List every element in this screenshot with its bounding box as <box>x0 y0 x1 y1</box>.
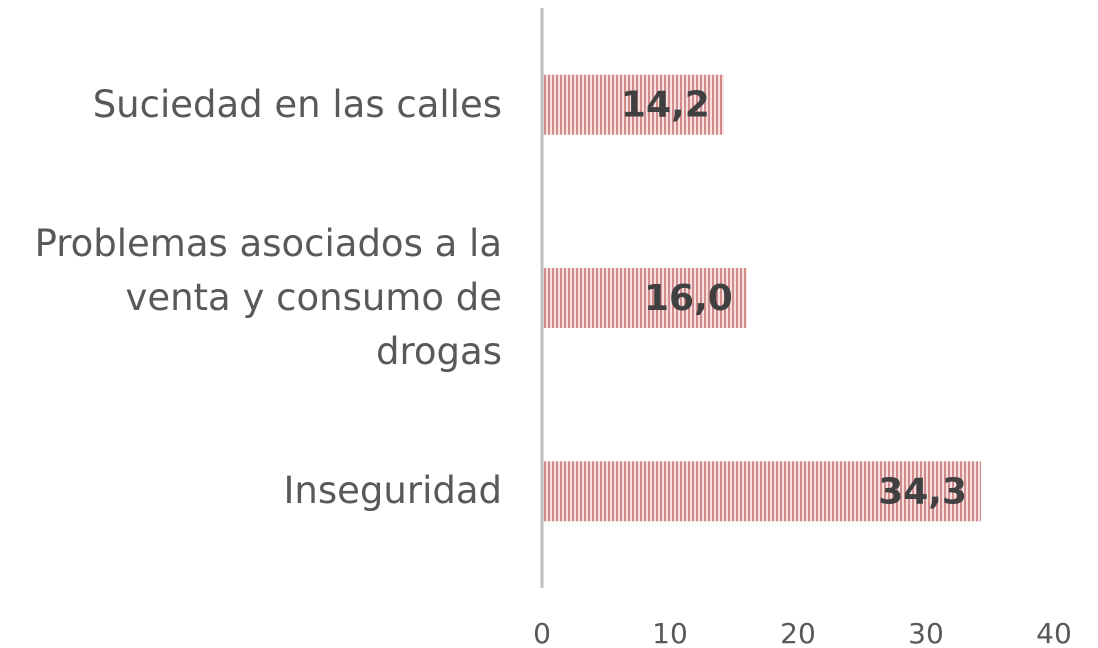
x-tick-label: 10 <box>652 617 688 648</box>
bar <box>542 268 747 328</box>
data-label: 34,3 <box>878 471 967 512</box>
data-label: 16,0 <box>644 278 733 319</box>
bar <box>542 461 982 522</box>
x-tick-label: 0 <box>533 617 551 648</box>
x-tick-label: 20 <box>780 617 816 648</box>
category-label: Suciedad en las calles <box>92 82 502 126</box>
category-label: Inseguridad <box>283 469 502 513</box>
bar <box>542 74 724 135</box>
x-tick-label: 30 <box>908 617 944 648</box>
data-label: 14,2 <box>621 85 710 126</box>
x-tick-label: 40 <box>1036 617 1072 648</box>
category-label: Problemas asociados a la venta y consumo… <box>34 222 502 373</box>
